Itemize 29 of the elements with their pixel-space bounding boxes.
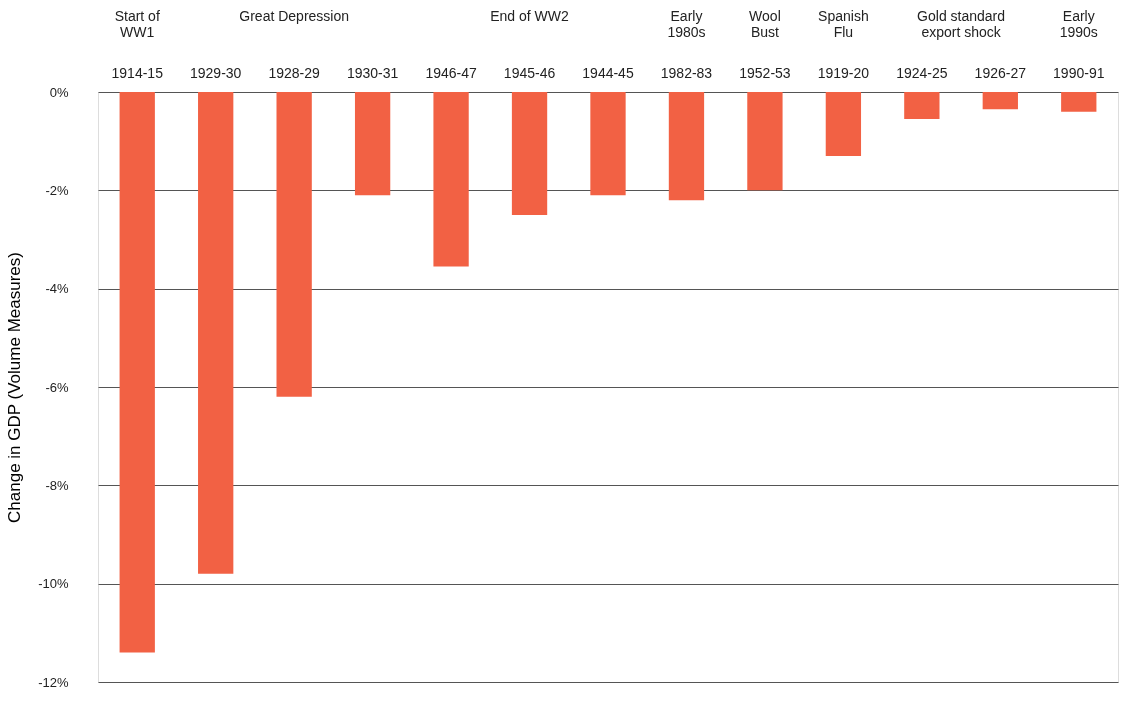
text: Start of WW1 [114, 8, 160, 40]
text: Early 1990s [1059, 8, 1098, 40]
y-tick-label: -10% [38, 576, 69, 592]
text: Great Depression [239, 8, 350, 24]
y-tick-label: 0% [49, 84, 69, 100]
x-tick-label: 1944-45 [582, 64, 634, 81]
x-tick-label: 1926-27 [974, 64, 1027, 81]
y-tick-label: -2% [45, 182, 69, 198]
y-tick-label: -6% [45, 379, 69, 395]
y-tick-label: -4% [45, 281, 69, 297]
x-tick-label: 1945-46 [503, 64, 556, 81]
text: Gold standard export shock [917, 8, 1006, 40]
text: Early 1980s [667, 8, 706, 40]
y-tick-label: -8% [45, 477, 69, 493]
text: Wool Bust [749, 8, 781, 40]
x-tick-label: 1982-83 [660, 64, 713, 81]
text: Spanish Flu [818, 8, 869, 40]
y-tick-label: -12% [38, 674, 69, 690]
x-tick-label: 1929-30 [190, 64, 242, 81]
x-tick-label: 1946-47 [425, 64, 477, 81]
x-tick-label: 1928-29 [268, 64, 321, 81]
y-axis-title: Change in GDP (Volume Measures) [5, 252, 25, 523]
x-tick-label: 1952-53 [739, 64, 791, 81]
x-tick-label: 1930-31 [346, 64, 399, 81]
x-tick-label: 1924-25 [896, 64, 948, 81]
x-tick-label: 1919-20 [817, 64, 870, 81]
x-tick-label: 1914-15 [111, 64, 164, 81]
x-tick-label: 1990-91 [1053, 64, 1105, 81]
text: End of WW2 [490, 8, 570, 24]
